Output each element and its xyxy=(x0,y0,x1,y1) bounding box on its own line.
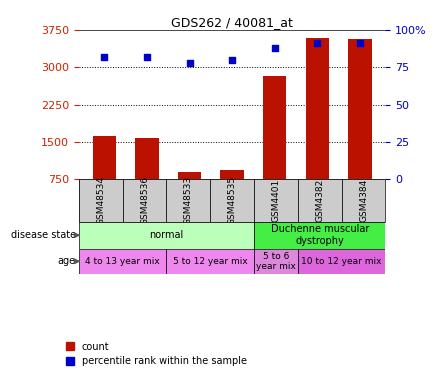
Text: 5 to 12 year mix: 5 to 12 year mix xyxy=(173,257,247,266)
Text: normal: normal xyxy=(149,230,184,240)
Bar xyxy=(135,138,159,179)
Point xyxy=(271,45,278,51)
Bar xyxy=(79,179,123,222)
Text: 5 to 6
year mix: 5 to 6 year mix xyxy=(256,252,296,271)
Point xyxy=(186,60,193,66)
Text: GSM48533: GSM48533 xyxy=(184,176,193,225)
Text: GSM4382: GSM4382 xyxy=(315,179,324,222)
Bar xyxy=(79,249,166,274)
Bar xyxy=(123,179,166,222)
Text: age: age xyxy=(58,256,76,266)
Text: 10 to 12 year mix: 10 to 12 year mix xyxy=(301,257,382,266)
Point xyxy=(357,40,364,46)
Bar xyxy=(263,76,286,179)
Bar xyxy=(306,39,329,179)
Bar xyxy=(254,249,298,274)
Text: disease state: disease state xyxy=(11,230,76,240)
Text: GSM48534: GSM48534 xyxy=(96,176,105,225)
Bar xyxy=(254,222,385,249)
Bar xyxy=(342,179,385,222)
Bar xyxy=(254,179,298,222)
Point xyxy=(229,57,236,63)
Bar xyxy=(298,179,342,222)
Bar xyxy=(166,179,210,222)
Text: GSM4384: GSM4384 xyxy=(359,179,368,222)
Point xyxy=(144,54,151,60)
Point xyxy=(101,54,108,60)
Text: Duchenne muscular
dystrophy: Duchenne muscular dystrophy xyxy=(271,224,369,246)
Bar xyxy=(93,136,116,179)
Bar xyxy=(210,179,254,222)
Bar xyxy=(348,39,371,179)
Point xyxy=(314,40,321,46)
Bar xyxy=(298,249,385,274)
Text: GSM48536: GSM48536 xyxy=(140,176,149,225)
Title: GDS262 / 40081_at: GDS262 / 40081_at xyxy=(171,16,293,29)
Text: GSM48535: GSM48535 xyxy=(228,176,237,225)
Bar xyxy=(79,222,254,249)
Bar xyxy=(220,170,244,179)
Text: 4 to 13 year mix: 4 to 13 year mix xyxy=(85,257,160,266)
Legend: count, percentile rank within the sample: count, percentile rank within the sample xyxy=(66,342,247,366)
Bar xyxy=(166,249,254,274)
Bar xyxy=(178,172,201,179)
Text: GSM4401: GSM4401 xyxy=(272,179,280,222)
